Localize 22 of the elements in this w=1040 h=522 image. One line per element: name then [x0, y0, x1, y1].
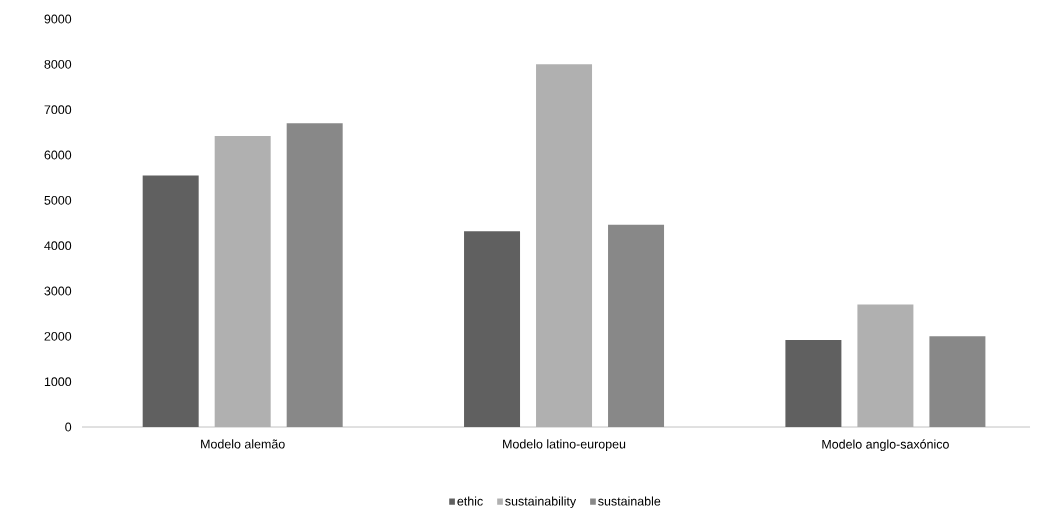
y-tick-label: 5000 [44, 195, 72, 205]
bar [929, 336, 986, 427]
legend-label: ethic [457, 496, 483, 506]
x-tick-label: Modelo alemão [201, 439, 285, 449]
y-tick-label: 3000 [44, 286, 72, 296]
y-tick-label: 7000 [44, 105, 72, 115]
x-tick-label: Modelo latino-europeu [503, 439, 626, 451]
y-tick-label: 8000 [44, 59, 72, 69]
y-tick-label: 6000 [44, 150, 72, 160]
y-tick-label: 4000 [44, 241, 72, 251]
x-tick-label: Modelo anglo-saxónico [822, 439, 949, 452]
y-tick-label: 9000 [44, 14, 72, 24]
bar [142, 175, 199, 427]
bar [464, 231, 521, 427]
legend-label: sustainable [598, 496, 661, 506]
bar [286, 123, 343, 427]
bar [785, 339, 842, 427]
bar [608, 224, 665, 427]
y-tick-label: 0 [65, 422, 72, 432]
legend-label: sustainability [505, 496, 577, 509]
y-tick-label: 2000 [44, 331, 72, 341]
y-tick-label: 1000 [44, 377, 72, 387]
